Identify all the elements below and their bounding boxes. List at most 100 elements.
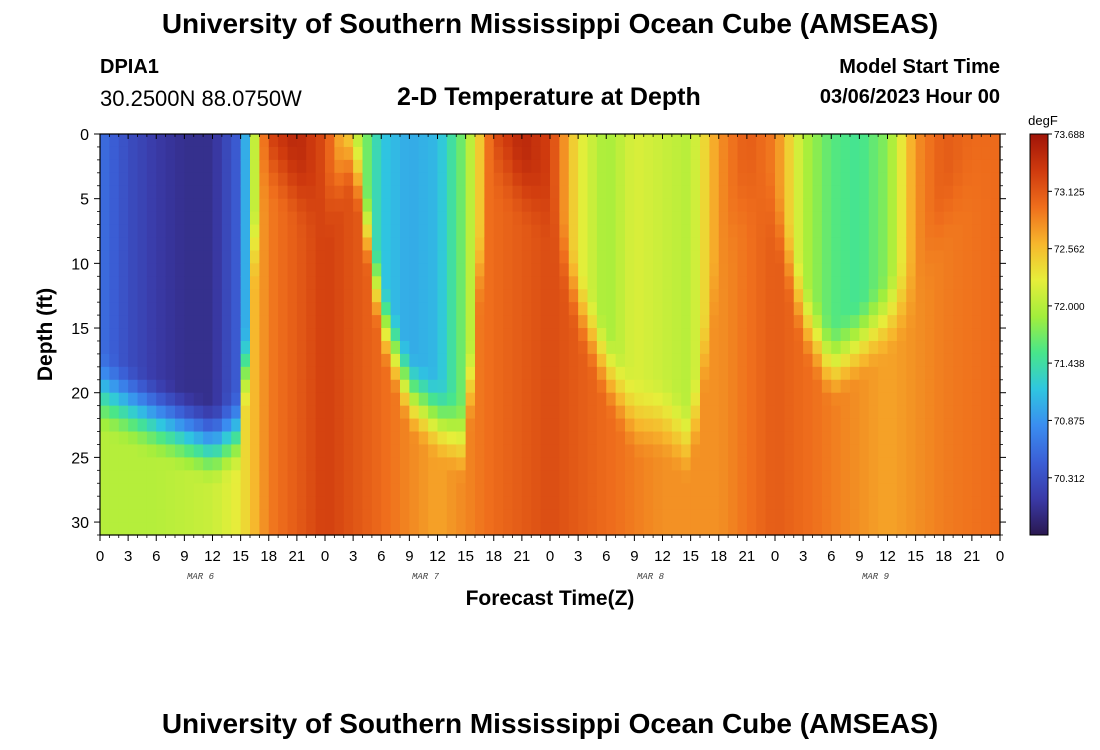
heatmap-cell — [493, 185, 504, 200]
heatmap-cell — [325, 483, 335, 497]
heatmap-cell — [831, 470, 842, 484]
heatmap-cell — [962, 315, 973, 329]
heatmap-cell — [221, 431, 232, 446]
heatmap-cell — [353, 328, 364, 342]
heatmap-cell — [578, 496, 589, 510]
heatmap-cell — [925, 237, 935, 252]
heatmap-cell — [409, 146, 420, 161]
heatmap-cell — [690, 392, 701, 407]
heatmap-cell — [700, 302, 710, 316]
heatmap-cell — [165, 237, 176, 252]
heatmap-cell — [990, 159, 1001, 174]
heatmap-cell — [943, 379, 954, 394]
heatmap-cell — [221, 405, 232, 420]
heatmap-cell — [240, 302, 251, 316]
heatmap-cell — [568, 289, 579, 303]
heatmap-cell — [118, 172, 129, 187]
heatmap-cell — [756, 509, 767, 523]
heatmap-cell — [850, 444, 860, 458]
heatmap-cell — [165, 431, 176, 446]
heatmap-cell — [643, 211, 654, 226]
heatmap-cell — [221, 250, 232, 264]
heatmap-cell — [334, 457, 345, 471]
heatmap-cell — [681, 198, 692, 213]
heatmap-cell — [709, 340, 720, 355]
heatmap-cell — [493, 289, 504, 303]
heatmap-cell — [700, 522, 710, 536]
heatmap-cell — [625, 392, 635, 407]
heatmap-cell — [718, 198, 729, 213]
heatmap-cell — [512, 172, 523, 187]
heatmap-cell — [746, 366, 757, 381]
heatmap-cell — [934, 483, 945, 497]
heatmap-cell — [175, 470, 185, 484]
heatmap-cell — [643, 509, 654, 523]
heatmap-cell — [296, 483, 307, 497]
heatmap-cell — [503, 470, 514, 484]
heatmap-cell — [484, 250, 495, 264]
heatmap-cell — [325, 237, 335, 252]
heatmap-cell — [662, 237, 673, 252]
x-tick-label: 6 — [377, 548, 385, 565]
heatmap-cell — [203, 315, 214, 329]
heatmap-cell — [259, 392, 270, 407]
heatmap-cell — [615, 470, 626, 484]
heatmap-cell — [512, 211, 523, 226]
heatmap-cell — [681, 431, 692, 446]
heatmap-cell — [765, 211, 776, 226]
heatmap-cell — [596, 366, 607, 381]
heatmap-cell — [990, 185, 1001, 200]
heatmap-cell — [203, 431, 214, 446]
heatmap-cell — [334, 379, 345, 394]
heatmap-cell — [709, 431, 720, 446]
heatmap-cell — [746, 431, 757, 446]
heatmap-cell — [840, 418, 851, 433]
heatmap-cell — [109, 185, 120, 200]
heatmap-cell — [437, 276, 448, 290]
heatmap-cell — [146, 237, 157, 252]
heatmap-cell — [625, 457, 635, 471]
heatmap-cell — [493, 457, 504, 471]
heatmap-cell — [503, 134, 514, 148]
heatmap-cell — [156, 146, 167, 161]
heatmap-cell — [381, 224, 392, 239]
heatmap-cell — [390, 353, 401, 368]
heatmap-cell — [615, 353, 626, 368]
heatmap-cell — [681, 392, 692, 407]
heatmap-cell — [437, 340, 448, 355]
heatmap-cell — [784, 418, 795, 433]
heatmap-cell — [334, 496, 345, 510]
heatmap-cell — [315, 470, 326, 484]
heatmap-cell — [278, 431, 289, 446]
heatmap-cell — [953, 483, 964, 497]
heatmap-cell — [250, 315, 260, 329]
heatmap-cell — [634, 250, 645, 264]
heatmap-cell — [878, 509, 889, 523]
heatmap-cell — [793, 522, 804, 536]
heatmap-cell — [118, 470, 129, 484]
heatmap-cell — [728, 328, 739, 342]
heatmap-cell — [287, 444, 298, 458]
heatmap-cell — [156, 509, 167, 523]
heatmap-cell — [840, 146, 851, 161]
heatmap-cell — [784, 185, 795, 200]
heatmap-cell — [709, 134, 720, 148]
heatmap-cell — [493, 198, 504, 213]
heatmap-cell — [493, 444, 504, 458]
x-tick-label: 0 — [771, 548, 779, 565]
heatmap-cell — [953, 289, 964, 303]
heatmap-cell — [184, 366, 195, 381]
heatmap-cell — [353, 172, 364, 187]
heatmap-cell — [250, 250, 260, 264]
heatmap-cell — [700, 470, 710, 484]
heatmap-cell — [287, 509, 298, 523]
heatmap-cell — [746, 315, 757, 329]
heatmap-cell — [531, 185, 542, 200]
heatmap-cell — [737, 444, 748, 458]
heatmap-cell — [728, 353, 739, 368]
heatmap-cell — [296, 237, 307, 252]
heatmap-cell — [896, 146, 907, 161]
heatmap-cell — [615, 224, 626, 239]
heatmap-cell — [512, 146, 523, 161]
heatmap-cell — [503, 353, 514, 368]
